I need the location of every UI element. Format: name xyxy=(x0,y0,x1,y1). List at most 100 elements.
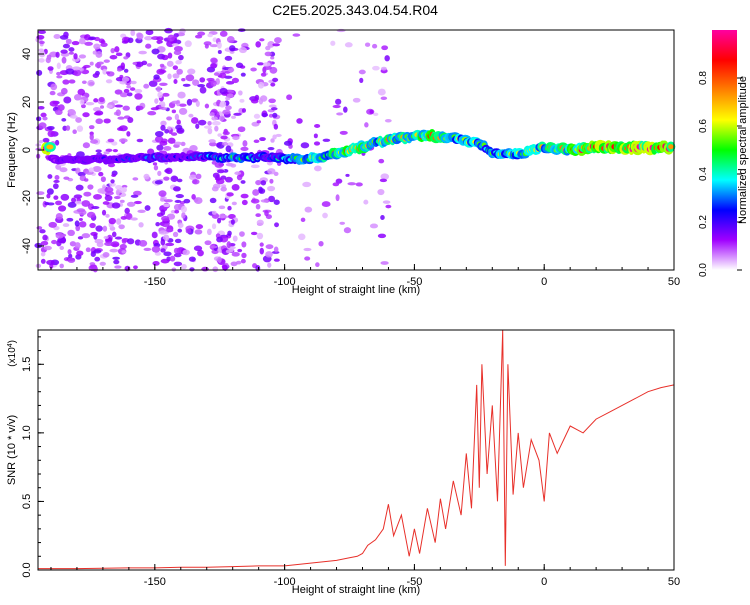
y-tick-label: -20 xyxy=(21,190,33,206)
noise-point xyxy=(364,42,371,47)
noise-point xyxy=(267,262,272,268)
noise-point xyxy=(109,248,119,253)
noise-point xyxy=(61,56,67,64)
spectrogram-y-ticks: 40 20 0 -20 -40 xyxy=(21,48,44,254)
x-tick-label: 0 xyxy=(541,576,547,588)
noise-point xyxy=(377,188,385,196)
noise-point xyxy=(115,52,123,57)
noise-point xyxy=(177,228,183,233)
noise-point xyxy=(58,205,67,212)
noise-point xyxy=(352,97,361,103)
noise-point xyxy=(336,112,344,116)
noise-point xyxy=(335,98,342,105)
noise-point xyxy=(267,168,276,175)
noise-point xyxy=(197,119,207,126)
noise-point xyxy=(203,125,213,129)
noise-point xyxy=(138,50,147,55)
noise-point xyxy=(144,205,151,211)
noise-point xyxy=(164,27,173,34)
noise-point xyxy=(225,47,231,52)
noise-point xyxy=(135,105,144,111)
noise-point xyxy=(224,176,233,183)
noise-point xyxy=(322,212,328,219)
noise-point xyxy=(133,190,142,196)
noise-point xyxy=(119,199,125,203)
noise-point xyxy=(92,265,98,273)
noise-point xyxy=(194,229,203,235)
noise-point xyxy=(250,198,260,204)
noise-point xyxy=(104,241,114,247)
noise-point xyxy=(174,199,182,204)
noise-point xyxy=(261,112,269,117)
noise-point xyxy=(268,98,276,104)
noise-point xyxy=(113,259,120,265)
noise-point xyxy=(209,141,217,147)
noise-point xyxy=(126,238,135,245)
noise-point xyxy=(89,133,94,141)
noise-point xyxy=(76,208,86,213)
noise-point xyxy=(126,92,133,97)
noise-point xyxy=(237,126,246,133)
noise-point xyxy=(38,58,45,63)
noise-point xyxy=(197,31,206,36)
noise-point xyxy=(274,222,279,228)
figure-title: C2E5.2025.343.04.54.R04 xyxy=(272,2,438,18)
noise-point xyxy=(77,236,84,240)
noise-point xyxy=(55,212,63,220)
noise-point xyxy=(300,217,306,223)
noise-point xyxy=(127,116,134,124)
noise-point xyxy=(82,112,90,118)
snr-y-axis-label: SNR (10 * v/v) xyxy=(6,415,18,485)
noise-point xyxy=(298,233,306,241)
noise-point xyxy=(296,118,303,124)
noise-point xyxy=(169,255,176,262)
noise-point xyxy=(65,38,72,45)
noise-point xyxy=(68,47,75,52)
noise-point xyxy=(225,145,232,153)
noise-point xyxy=(126,84,132,89)
noise-point xyxy=(171,100,180,105)
noise-point xyxy=(79,67,84,72)
noise-point xyxy=(56,62,61,70)
noise-point xyxy=(75,117,82,123)
noise-point xyxy=(220,186,227,192)
noise-point xyxy=(130,217,138,221)
noise-point xyxy=(225,249,232,254)
noise-point xyxy=(137,209,146,214)
spectrogram-scatter-layer xyxy=(34,27,392,273)
noise-point xyxy=(181,77,186,82)
noise-point xyxy=(173,186,181,192)
noise-point xyxy=(212,266,219,273)
noise-point xyxy=(50,83,58,91)
noise-point xyxy=(216,236,223,243)
noise-point xyxy=(193,245,203,252)
noise-point xyxy=(47,130,56,138)
noise-point xyxy=(163,199,173,203)
noise-point xyxy=(335,178,343,184)
noise-point xyxy=(214,162,224,168)
noise-point xyxy=(156,86,161,93)
noise-point xyxy=(171,43,180,47)
noise-point xyxy=(39,40,45,45)
x-tick-label: -100 xyxy=(274,276,296,288)
noise-point xyxy=(157,53,166,60)
noise-point xyxy=(195,173,202,180)
noise-point xyxy=(343,106,348,113)
noise-point xyxy=(173,253,182,258)
noise-point xyxy=(115,76,124,82)
noise-point xyxy=(127,37,134,44)
noise-point xyxy=(109,54,118,60)
noise-point xyxy=(109,182,116,187)
noise-point xyxy=(174,209,180,214)
noise-point xyxy=(217,256,222,264)
noise-point xyxy=(66,217,74,222)
noise-point xyxy=(167,137,176,144)
noise-point xyxy=(158,69,167,74)
noise-point xyxy=(159,63,165,68)
noise-point xyxy=(161,215,170,222)
noise-point xyxy=(72,69,82,77)
noise-point xyxy=(69,241,77,247)
noise-point xyxy=(318,240,324,247)
noise-point xyxy=(255,180,262,186)
